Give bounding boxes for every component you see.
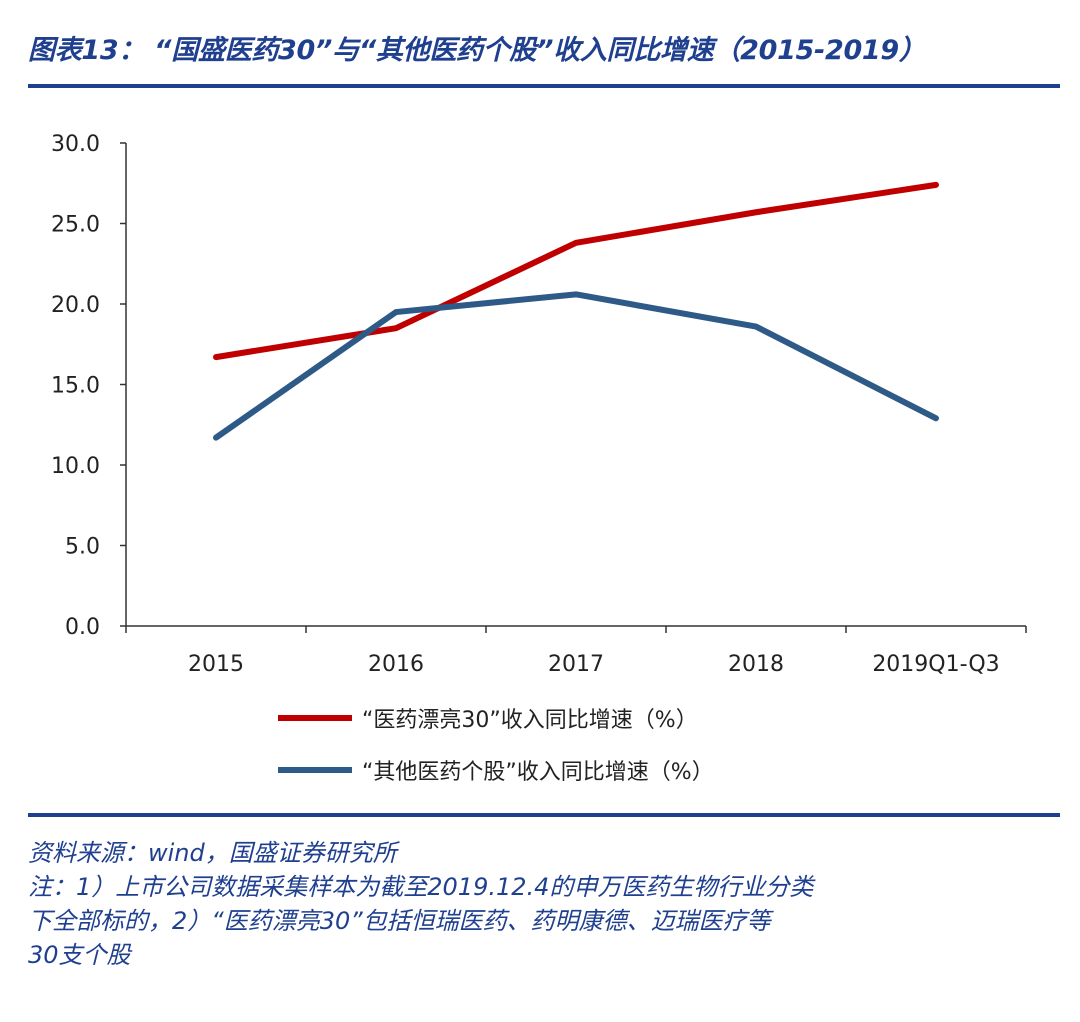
y-tick-label: 30.0 — [51, 132, 100, 157]
series-line-blue — [213, 291, 939, 441]
legend-swatch-blue — [278, 767, 352, 773]
y-tick-label: 10.0 — [51, 454, 100, 479]
chart-legend: “医药漂亮30”收入同比增速（%） “其他医药个股”收入同比增速（%） — [278, 700, 714, 804]
y-tick-label: 0.0 — [65, 615, 100, 640]
note-line-2: 下全部标的，2）“医药漂亮30”包括恒瑞医药、药明康德、迈瑞医疗等 — [28, 907, 771, 935]
y-tick-label: 15.0 — [51, 374, 100, 399]
series-line-red — [213, 181, 939, 361]
y-tick-label: 25.0 — [51, 213, 100, 238]
x-tick-label: 2019Q1-Q3 — [872, 652, 999, 677]
x-tick-label: 2018 — [728, 652, 784, 677]
legend-item-red: “医药漂亮30”收入同比增速（%） — [278, 700, 714, 736]
source-notes: 资料来源：wind，国盛证券研究所 注：1）上市公司数据采集样本为截至2019.… — [28, 836, 1068, 972]
x-axis-ticks: 2015 2016 2017 2018 2019Q1-Q3 — [125, 626, 1027, 677]
source-line: 资料来源：wind，国盛证券研究所 — [28, 839, 397, 867]
y-axis-ticks: 0.0 5.0 10.0 15.0 20.0 25.0 30.0 — [51, 132, 126, 640]
top-divider — [28, 84, 1060, 88]
x-tick-label: 2015 — [188, 652, 244, 677]
series-lines — [213, 181, 939, 441]
note-line-3: 30支个股 — [28, 941, 131, 969]
y-tick-label: 5.0 — [65, 535, 100, 560]
legend-swatch-red — [278, 715, 352, 721]
line-chart: 0.05.010.015.020.025.030.0 2015 2016 2017 2… — [51, 132, 1027, 677]
chart-title: 图表13： “国盛医药30”与“其他医药个股”收入同比增速（2015-2019） — [28, 35, 926, 66]
bottom-divider — [28, 813, 1060, 817]
legend-label-red: “医药漂亮30”收入同比增速（%） — [362, 708, 698, 733]
x-tick-label: 2017 — [548, 652, 604, 677]
legend-item-blue: “其他医药个股”收入同比增速（%） — [278, 752, 714, 788]
legend-label-blue: “其他医药个股”收入同比增速（%） — [362, 760, 714, 785]
x-tick-label: 2016 — [368, 652, 424, 677]
chart-axes — [125, 143, 1026, 627]
y-tick-label: 20.0 — [51, 293, 100, 318]
note-line-1: 注：1）上市公司数据采集样本为截至2019.12.4的申万医药生物行业分类 — [28, 873, 814, 901]
